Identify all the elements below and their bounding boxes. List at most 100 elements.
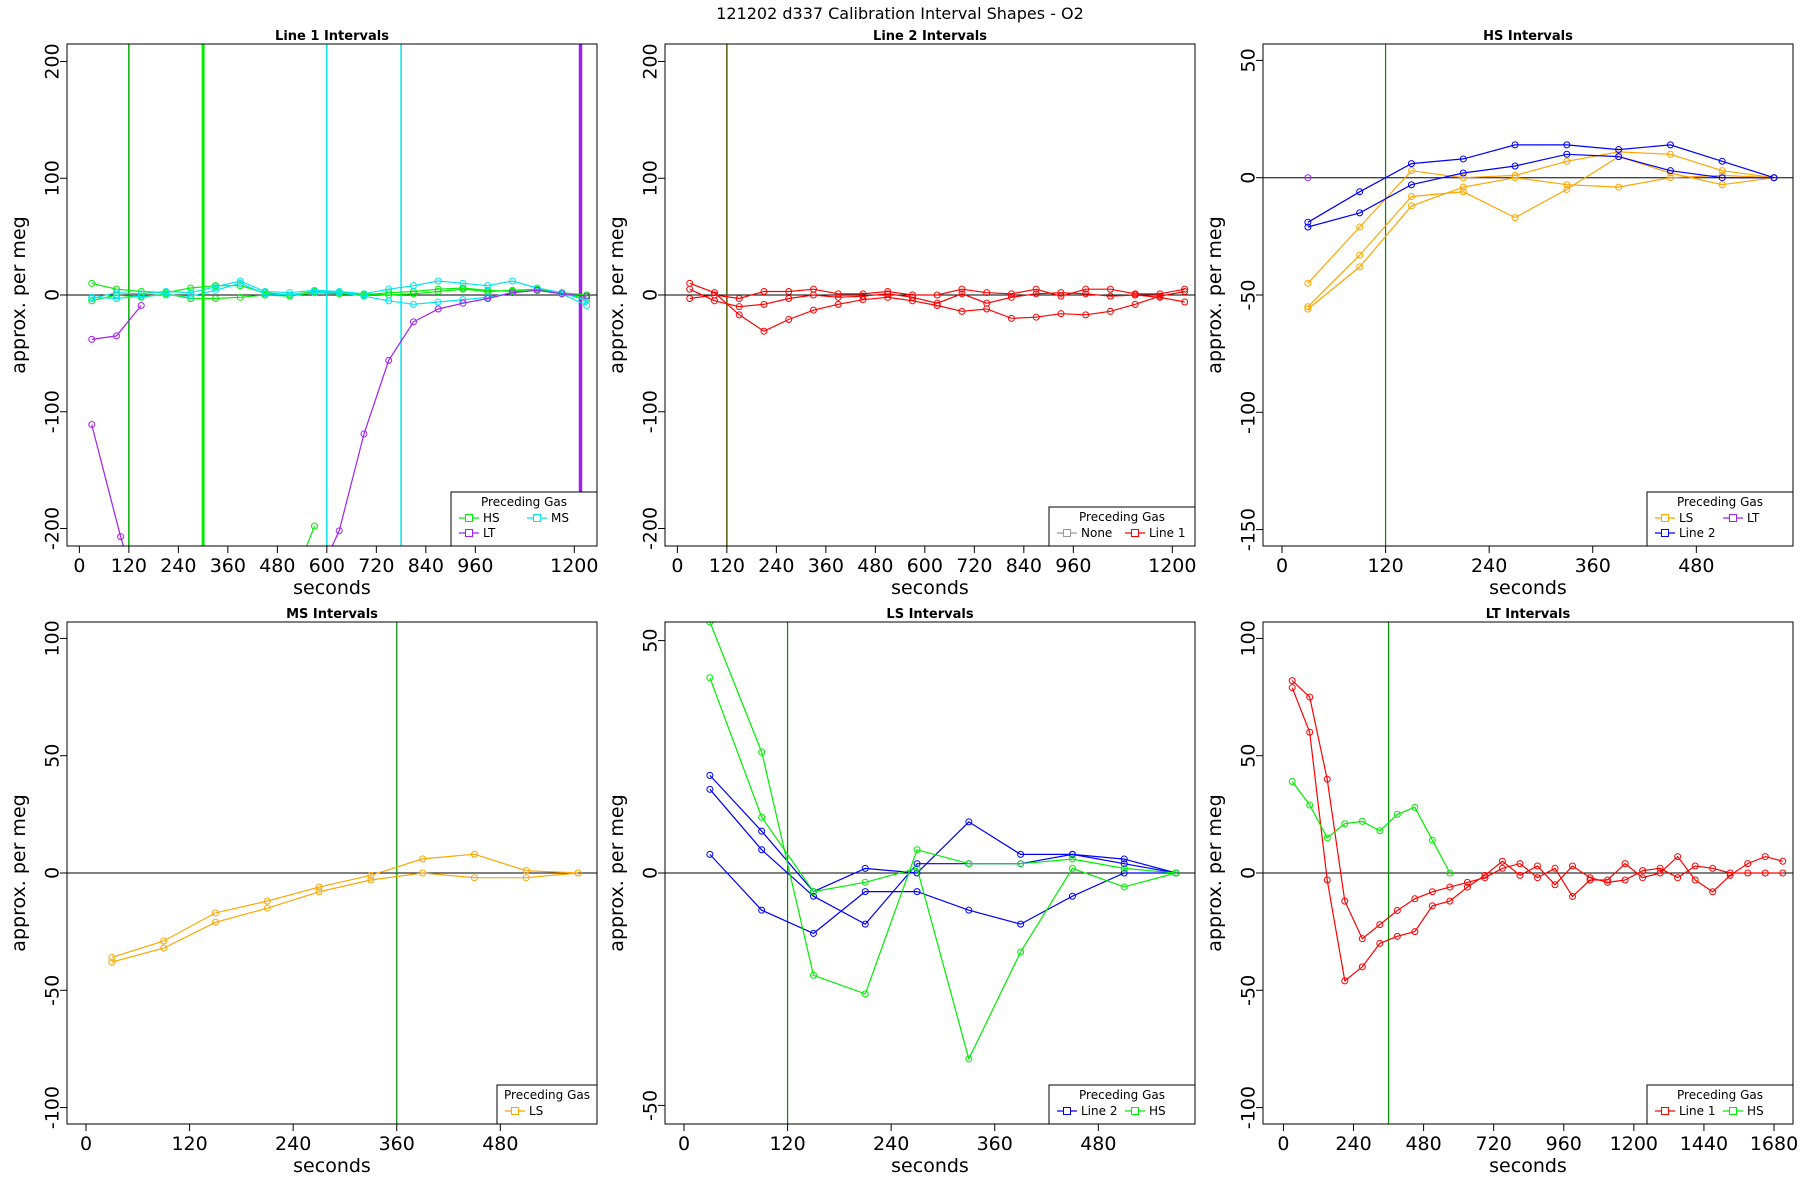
series-line-1 — [1288, 677, 1787, 943]
data-point — [861, 888, 869, 896]
x-tick-label: 0 — [80, 1133, 92, 1155]
data-point — [88, 279, 96, 287]
data-point — [785, 295, 793, 303]
data-point — [137, 302, 145, 310]
data-point — [1106, 292, 1114, 300]
y-tick-label: 0 — [1238, 172, 1260, 184]
data-point — [1376, 939, 1384, 947]
data-point — [1674, 874, 1682, 882]
data-point — [1068, 850, 1076, 858]
data-point — [1181, 285, 1189, 293]
y-tick-label: -50 — [1238, 975, 1260, 1006]
data-point — [236, 279, 244, 287]
y-tick-label: -100 — [42, 1086, 64, 1129]
data-point — [1481, 871, 1489, 879]
data-point — [1691, 862, 1699, 870]
data-point — [1533, 874, 1541, 882]
data-point — [1288, 677, 1296, 685]
data-point — [117, 533, 125, 541]
data-point — [1156, 290, 1164, 298]
data-point — [758, 906, 766, 914]
data-point — [1718, 174, 1726, 182]
data-point — [706, 850, 714, 858]
x-tick-label: 0 — [73, 555, 85, 577]
data-point — [211, 295, 219, 303]
data-point — [1358, 935, 1366, 943]
series-line — [1291, 781, 1451, 874]
plot-frame — [1262, 621, 1794, 1125]
data-point — [1341, 820, 1349, 828]
y-axis-label: approx. per meg — [606, 794, 628, 951]
y-tick-label: -200 — [42, 507, 64, 550]
data-point — [160, 937, 168, 945]
data-point — [1709, 864, 1717, 872]
data-point — [1057, 310, 1065, 318]
series-line — [1307, 144, 1775, 223]
data-point — [236, 277, 244, 285]
x-axis-label: seconds — [1489, 577, 1567, 599]
x-tick-label: 480 — [1405, 1133, 1441, 1155]
legend-entry-label: Line 2 — [1679, 526, 1715, 540]
legend-swatch-marker — [1063, 1107, 1071, 1115]
y-tick-label: 100 — [640, 160, 662, 196]
data-point — [735, 295, 743, 303]
series-line-2 — [1304, 150, 1778, 231]
data-point — [933, 299, 941, 307]
legend-entry-label: LT — [483, 526, 496, 540]
x-axis-label: seconds — [293, 1155, 371, 1177]
data-point — [706, 785, 714, 793]
panel-title: HS Intervals — [1483, 29, 1573, 44]
data-point — [1007, 290, 1015, 298]
legend-title: Preceding Gas — [1677, 495, 1763, 509]
data-point — [1718, 181, 1726, 189]
data-point — [1615, 153, 1623, 161]
series-line — [111, 872, 579, 963]
plot-frame — [66, 43, 598, 547]
x-tick-label: 720 — [358, 555, 394, 577]
data-point — [1516, 860, 1524, 868]
legend-entry-label: Line 1 — [1149, 526, 1185, 540]
data-point — [958, 285, 966, 293]
data-point — [1304, 223, 1312, 231]
plot-frame — [1262, 43, 1794, 547]
figure-title: 121202 d337 Calibration Interval Shapes … — [716, 4, 1084, 23]
data-point — [1551, 881, 1559, 889]
legend: Preceding Gas LS LT Line 2 — [1646, 491, 1794, 547]
data-point — [1446, 869, 1454, 877]
data-point — [1068, 864, 1076, 872]
y-tick-label: -200 — [640, 507, 662, 550]
series-hs — [1288, 778, 1454, 877]
series-line-1 — [686, 285, 1189, 303]
x-tick-label: 360 — [808, 555, 844, 577]
series-line — [1307, 153, 1774, 228]
data-point — [1656, 869, 1664, 877]
data-point — [261, 290, 269, 298]
data-point — [108, 953, 116, 961]
data-point — [1356, 188, 1364, 196]
x-tick-label: 240 — [758, 555, 794, 577]
data-point — [859, 292, 867, 300]
series-line — [689, 288, 1185, 308]
legend-box — [496, 1084, 598, 1125]
data-point — [1761, 869, 1769, 877]
data-point — [1666, 167, 1674, 175]
data-point — [236, 282, 244, 290]
data-point — [574, 869, 582, 877]
data-point — [1376, 921, 1384, 929]
data-point — [1615, 148, 1623, 156]
data-point — [1120, 855, 1128, 863]
legend-box — [1646, 491, 1794, 547]
series-line — [709, 774, 1177, 893]
y-tick-label: 50 — [1238, 744, 1260, 768]
data-point — [965, 818, 973, 826]
data-point — [1306, 728, 1314, 736]
data-point — [1106, 285, 1114, 293]
x-tick-label: 240 — [275, 1133, 311, 1155]
data-point — [360, 430, 368, 438]
data-point — [1288, 684, 1296, 692]
y-tick-label: 100 — [1238, 620, 1260, 656]
data-point — [88, 421, 96, 429]
series-ls — [108, 850, 582, 961]
x-tick-label: 120 — [1367, 555, 1403, 577]
data-point — [1666, 141, 1674, 149]
